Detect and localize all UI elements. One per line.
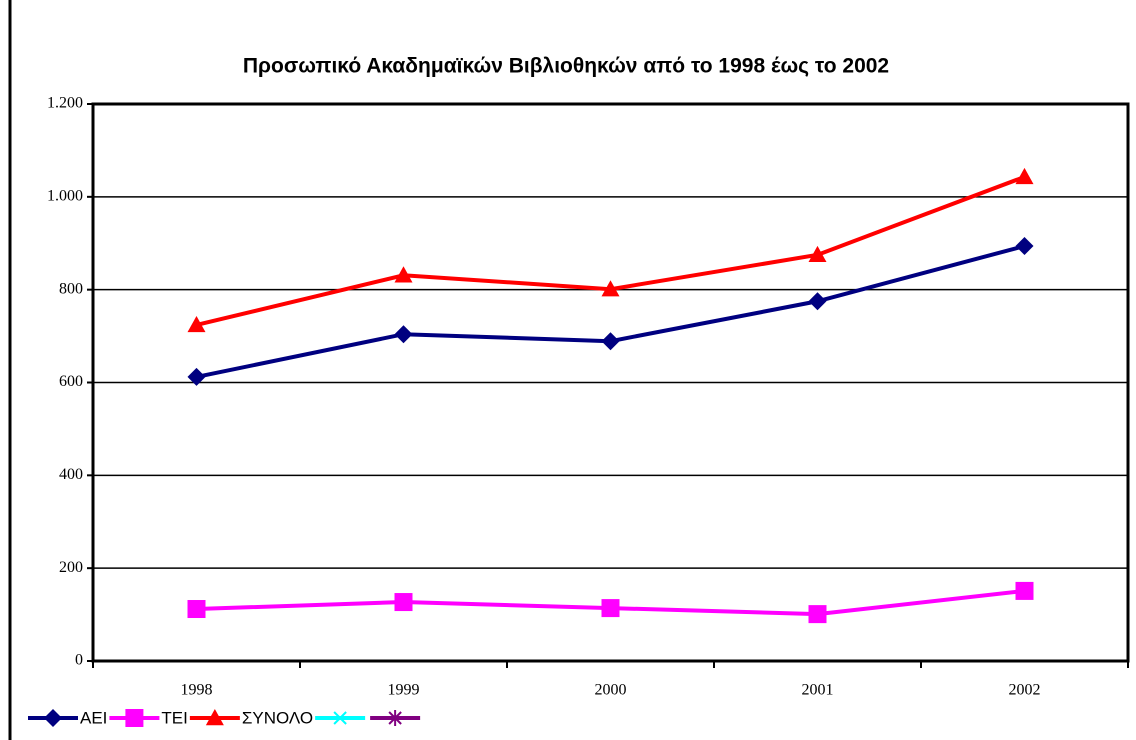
marker xyxy=(394,325,413,344)
x-tick-label: 2001 xyxy=(802,682,834,699)
marker xyxy=(808,605,827,624)
x-tick-label: 1999 xyxy=(388,682,420,699)
x-tick-label: 2000 xyxy=(595,682,627,699)
marker xyxy=(601,332,620,351)
marker xyxy=(394,593,413,612)
y-tick-label: 800 xyxy=(59,280,83,297)
y-tick-label: 400 xyxy=(59,466,83,483)
marker xyxy=(205,709,224,726)
marker xyxy=(1015,237,1034,256)
legend-label: ΤΕΙ xyxy=(161,708,187,727)
marker xyxy=(601,599,620,618)
marker xyxy=(808,245,827,263)
plot-frame xyxy=(91,102,1130,663)
x-tick-label: 2002 xyxy=(1009,682,1041,699)
marker xyxy=(187,600,206,619)
y-tick-label: 600 xyxy=(59,373,83,390)
chart-title: Προσωπικό Ακαδημαϊκών Βιβλιοθηκών από το… xyxy=(243,55,889,78)
legend-label: ΑΕΙ xyxy=(80,708,107,727)
marker xyxy=(1015,167,1034,185)
marker xyxy=(1015,581,1034,600)
marker xyxy=(808,292,827,311)
x-tick-label: 1998 xyxy=(181,682,213,699)
legend-label: ΣΥΝΟΛΟ xyxy=(242,708,313,727)
marker xyxy=(394,266,413,283)
y-tick-label: 200 xyxy=(59,559,83,576)
marker xyxy=(187,315,206,333)
marker xyxy=(187,367,206,386)
y-tick-label: 1.200 xyxy=(47,95,83,112)
marker xyxy=(44,709,62,727)
y-tick-label: 1.000 xyxy=(47,188,83,205)
marker xyxy=(388,710,402,726)
y-tick-label: 0 xyxy=(75,652,83,669)
marker xyxy=(333,711,347,725)
marker xyxy=(601,280,620,297)
marker xyxy=(125,709,144,727)
